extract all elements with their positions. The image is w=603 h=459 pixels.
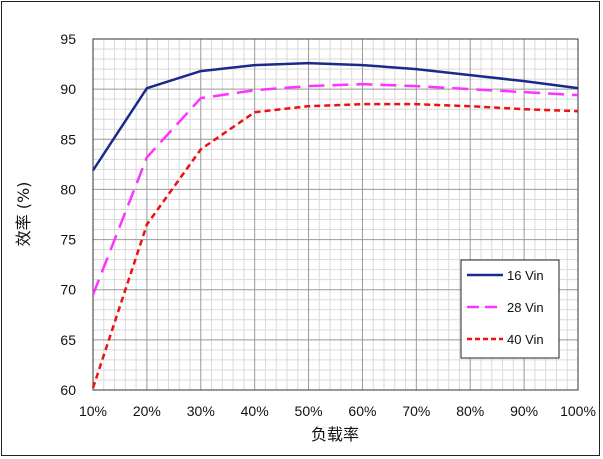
series-lines [91,61,579,389]
y-tick-label: 70 [60,282,76,298]
x-tick-label: 80% [456,403,484,419]
x-tick-label: 90% [510,403,538,419]
y-tick-label: 60 [60,382,76,398]
legend-box [460,259,560,359]
x-tick-label: 30% [187,403,215,419]
x-tick-label: 40% [241,403,269,419]
legend-label-1: 16 Vin [507,268,544,283]
x-tick-label: 10% [79,403,107,419]
y-tick-label: 90 [60,81,76,97]
plot-area-border [92,38,579,391]
x-tick-label: 20% [133,403,161,419]
series-line-2 [91,82,579,296]
y-tick-labels: 60 65 70 75 80 85 90 95 [60,31,76,398]
series-line-3 [91,102,579,389]
y-tick-label: 95 [60,31,76,47]
legend: 16 Vin 28 Vin 40 Vin [460,259,560,359]
y-tick-label: 75 [60,232,76,248]
y-tick-label: 85 [60,131,76,147]
x-tick-label: 70% [402,403,430,419]
y-axis-title: 效率 (%) [14,182,33,247]
legend-label-2: 28 Vin [507,300,544,315]
x-axis-title: 负载率 [311,425,359,444]
legend-label-3: 40 Vin [507,332,544,347]
y-tick-label: 80 [60,181,76,197]
minor-gridlines [93,39,578,390]
series-line-1 [91,61,579,172]
x-tick-labels: 10% 20% 30% 40% 50% 60% 70% 80% 90% 100% [79,403,596,419]
x-tick-label: 50% [295,403,323,419]
x-tick-label: 100% [560,403,596,419]
x-tick-label: 60% [348,403,376,419]
y-tick-label: 65 [60,332,76,348]
